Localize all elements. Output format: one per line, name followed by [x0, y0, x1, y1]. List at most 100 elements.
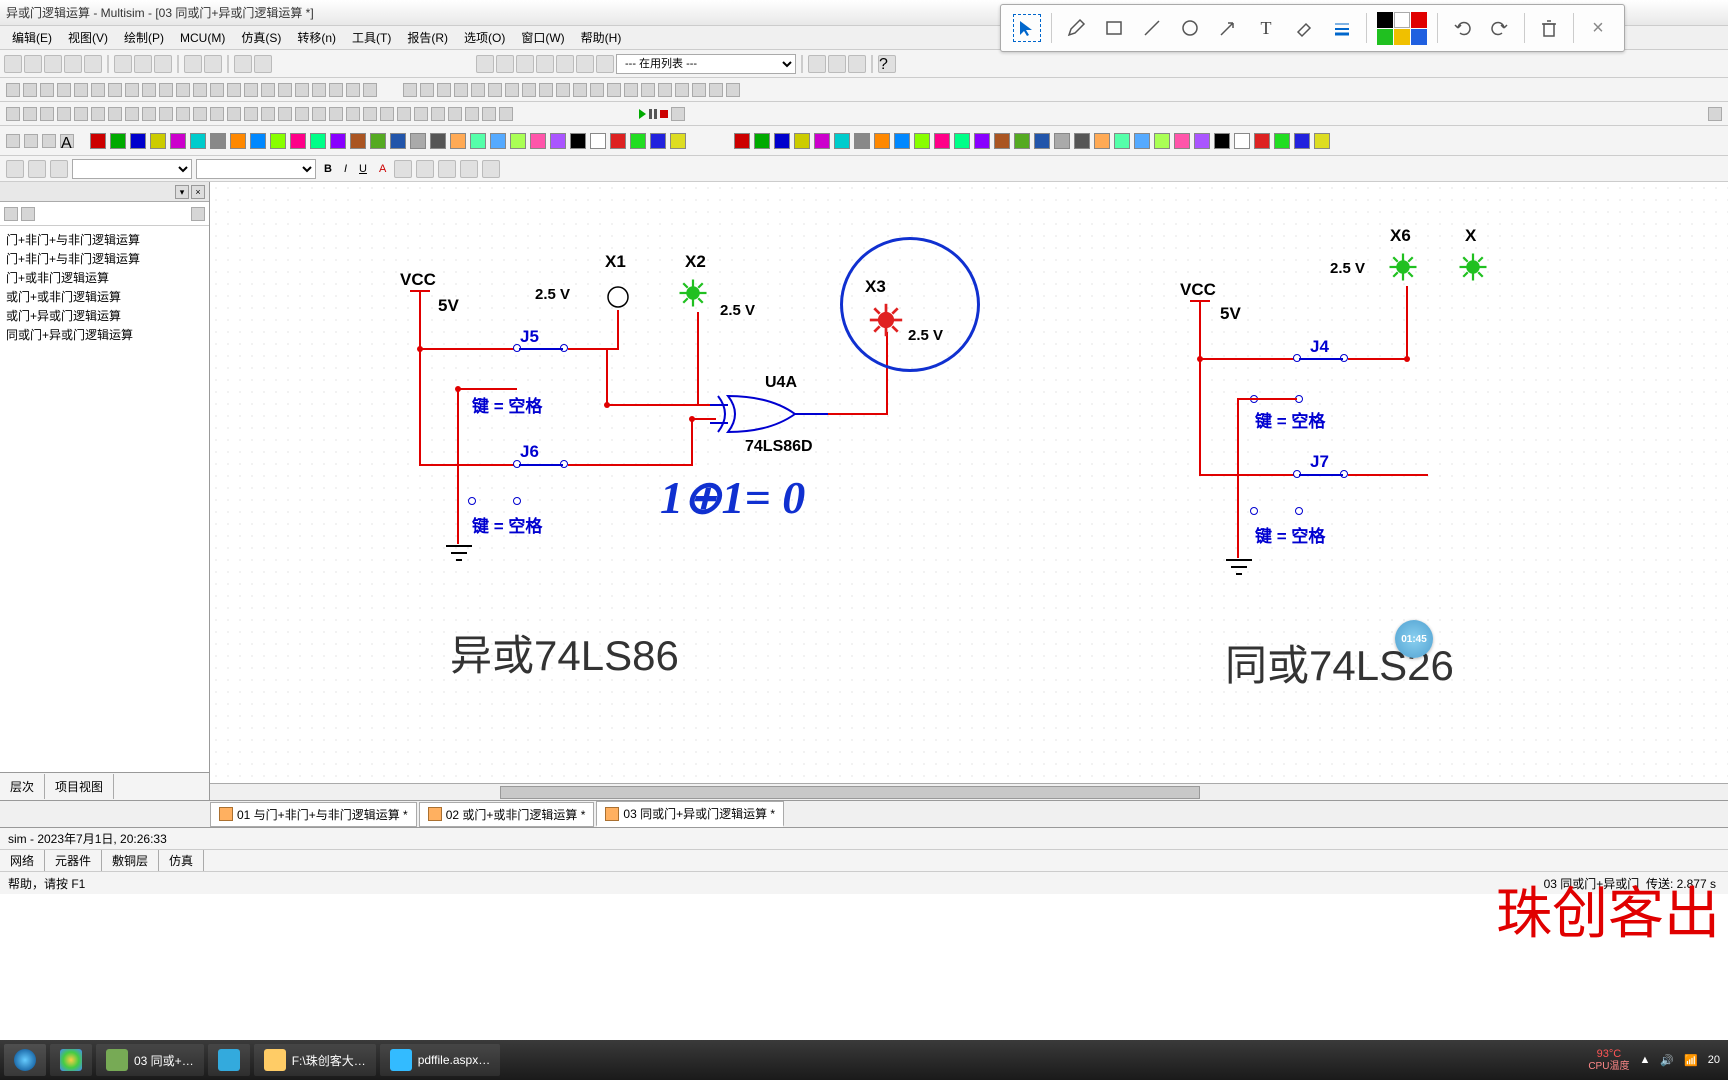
switch-bar[interactable] — [1299, 474, 1343, 476]
tree-item[interactable]: 门+非门+与非门逻辑运算 — [4, 249, 205, 268]
comp-btn[interactable] — [227, 83, 241, 97]
open-icon[interactable] — [24, 55, 42, 73]
font-combo[interactable] — [72, 159, 192, 179]
redo-icon[interactable] — [1486, 14, 1514, 42]
taskbar-ie[interactable]: pdffile.aspx… — [380, 1044, 501, 1076]
bold-btn[interactable]: B — [320, 163, 336, 175]
status-tab-sim[interactable]: 仿真 — [159, 850, 204, 871]
tray-clock[interactable]: 20 — [1708, 1054, 1720, 1066]
color-swatch[interactable] — [370, 133, 386, 149]
redo-icon[interactable] — [204, 55, 222, 73]
color-swatch[interactable] — [470, 133, 486, 149]
color-swatch[interactable] — [1234, 133, 1250, 149]
comp-btn[interactable] — [91, 83, 105, 97]
status-tab-net[interactable]: 网络 — [0, 850, 45, 871]
color-swatch[interactable] — [954, 133, 970, 149]
panel-pin-icon[interactable]: ▾ — [175, 185, 189, 199]
new-icon[interactable] — [4, 55, 22, 73]
sim-tool-btn[interactable] — [482, 107, 496, 121]
color-swatch[interactable] — [794, 133, 810, 149]
color-white[interactable] — [1394, 12, 1410, 28]
comp-btn[interactable] — [278, 83, 292, 97]
sim-tool-btn[interactable] — [671, 107, 685, 121]
comp-btn[interactable] — [522, 83, 536, 97]
comp-btn[interactable] — [437, 83, 451, 97]
fmt-icon[interactable] — [50, 160, 68, 178]
sim-tool-btn[interactable] — [244, 107, 258, 121]
color-blue[interactable] — [1411, 29, 1427, 45]
comp-btn[interactable] — [176, 83, 190, 97]
color-swatch[interactable] — [110, 133, 126, 149]
color-swatch[interactable] — [774, 133, 790, 149]
color-black[interactable] — [1377, 12, 1393, 28]
color-swatch[interactable] — [1054, 133, 1070, 149]
color-swatch[interactable] — [1034, 133, 1050, 149]
color-swatch[interactable] — [670, 133, 686, 149]
xor-gate[interactable] — [710, 392, 840, 441]
select-tool-icon[interactable] — [1013, 14, 1041, 42]
comp-btn[interactable] — [74, 83, 88, 97]
close-icon[interactable]: × — [1584, 14, 1612, 42]
tree-tool-icon[interactable] — [191, 207, 205, 221]
list-icon[interactable] — [460, 160, 478, 178]
color-swatch[interactable] — [590, 133, 606, 149]
doc-tab-03[interactable]: 03 同或门+异或门逻辑运算 * — [596, 801, 784, 827]
sim-tool-btn[interactable] — [346, 107, 360, 121]
align-center-icon[interactable] — [416, 160, 434, 178]
text-tool-icon[interactable]: T — [1252, 14, 1280, 42]
color-swatch[interactable] — [874, 133, 890, 149]
sim-tool-btn[interactable] — [431, 107, 445, 121]
component-icon[interactable] — [576, 55, 594, 73]
zoom-fit-icon[interactable] — [1708, 107, 1722, 121]
comp-btn[interactable] — [607, 83, 621, 97]
comp-btn[interactable] — [23, 83, 37, 97]
tree-item[interactable]: 门+非门+与非门逻辑运算 — [4, 230, 205, 249]
color-swatch[interactable] — [1274, 133, 1290, 149]
delete-icon[interactable] — [1535, 14, 1563, 42]
component-icon[interactable] — [496, 55, 514, 73]
sim-tool-btn[interactable] — [210, 107, 224, 121]
color-swatch[interactable] — [350, 133, 366, 149]
sim-tool-btn[interactable] — [465, 107, 479, 121]
color-swatch[interactable] — [430, 133, 446, 149]
line-tool-icon[interactable] — [1138, 14, 1166, 42]
color-swatch[interactable] — [170, 133, 186, 149]
tray-icon[interactable]: ▲ — [1639, 1054, 1650, 1066]
arrow-tool-icon[interactable] — [1214, 14, 1242, 42]
color-swatch[interactable] — [90, 133, 106, 149]
comp-btn[interactable] — [295, 83, 309, 97]
switch-bar[interactable] — [519, 348, 563, 350]
side-tab-project[interactable]: 项目视图 — [45, 774, 114, 799]
color-swatch[interactable] — [230, 133, 246, 149]
pen-tool-icon[interactable] — [1062, 14, 1090, 42]
scrollbar-thumb[interactable] — [500, 786, 1200, 799]
color-swatch[interactable] — [854, 133, 870, 149]
color-swatch[interactable] — [610, 133, 626, 149]
sim-tool-btn[interactable] — [448, 107, 462, 121]
taskbar-app[interactable] — [208, 1044, 250, 1076]
color-swatch[interactable] — [570, 133, 586, 149]
circle-tool-icon[interactable] — [1176, 14, 1204, 42]
color-swatch[interactable] — [310, 133, 326, 149]
tool-icon[interactable] — [808, 55, 826, 73]
paste-icon[interactable] — [154, 55, 172, 73]
menu-report[interactable]: 报告(R) — [399, 27, 456, 48]
color-swatch[interactable] — [1194, 133, 1210, 149]
side-tab-hierarchy[interactable]: 层次 — [0, 774, 45, 799]
sim-tool-btn[interactable] — [312, 107, 326, 121]
menu-options[interactable]: 选项(O) — [456, 27, 513, 48]
color-swatch[interactable] — [450, 133, 466, 149]
color-swatch[interactable] — [330, 133, 346, 149]
comp-btn[interactable] — [573, 83, 587, 97]
comp-btn[interactable] — [159, 83, 173, 97]
comp-btn[interactable] — [6, 83, 20, 97]
color-swatch[interactable] — [914, 133, 930, 149]
comp-btn[interactable] — [363, 83, 377, 97]
taskbar-chrome[interactable] — [50, 1044, 92, 1076]
color-swatch[interactable] — [210, 133, 226, 149]
zoom-icon[interactable] — [234, 55, 252, 73]
sim-tool-btn[interactable] — [397, 107, 411, 121]
status-tab-comp[interactable]: 元器件 — [45, 850, 102, 871]
color-swatch[interactable] — [1254, 133, 1270, 149]
align-right-icon[interactable] — [438, 160, 456, 178]
